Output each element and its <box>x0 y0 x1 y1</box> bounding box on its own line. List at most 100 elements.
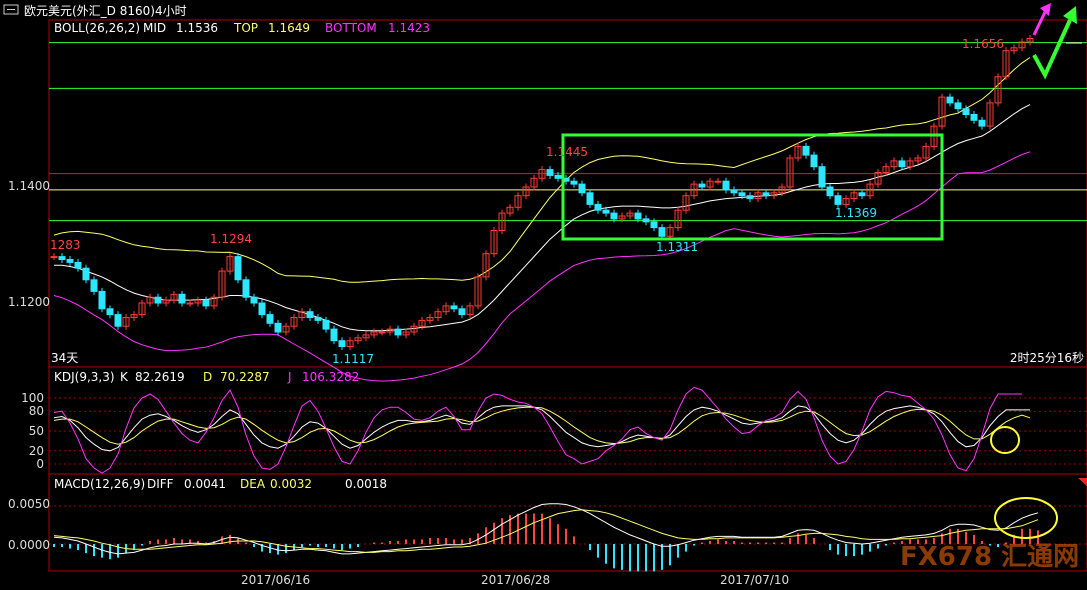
candle-body-56 <box>498 212 506 232</box>
kdj-y-tick-80: 80 <box>29 404 44 418</box>
candle-body-16 <box>178 293 186 304</box>
candle-body-95 <box>810 154 818 168</box>
candle-body-50 <box>450 305 458 310</box>
candle-body-4 <box>82 267 90 281</box>
boll-mid-path <box>54 104 1031 332</box>
candle-body-78 <box>674 209 682 229</box>
boll-top-label: TOP <box>233 21 258 35</box>
candle-body-104 <box>882 166 890 173</box>
macd-value: 0.0018 <box>345 477 387 491</box>
candle-body-83 <box>714 180 722 183</box>
kdj-d-line <box>53 406 1031 445</box>
candle-body-60 <box>530 177 538 188</box>
candle-body-30 <box>290 317 298 327</box>
candle-body-106 <box>898 160 906 168</box>
candle-body-66 <box>578 183 586 194</box>
candle-body-40 <box>370 331 378 336</box>
annotation-low-3: 1.1369 <box>835 206 877 220</box>
candle-body-121 <box>1018 41 1026 49</box>
candle-body-0 <box>50 256 58 259</box>
candle-body-87 <box>746 195 754 200</box>
candle-body-88 <box>754 192 762 200</box>
candle-body-109 <box>922 145 930 159</box>
candle-body-20 <box>210 296 218 307</box>
x-tick-2017-06-28: 2017/06/28 <box>481 573 550 587</box>
annotation-high-1: 1.1294 <box>210 232 252 246</box>
countdown-timer: 2时25分16秒 <box>1010 351 1084 365</box>
kdj-highlight-circle <box>990 426 1020 454</box>
annotation-low-2: 1.1311 <box>656 240 698 254</box>
candle-body-90 <box>770 192 778 197</box>
candle-body-6 <box>98 290 106 310</box>
main-panel-frame <box>48 19 1087 368</box>
macd-label: MACD(12,26,9) <box>54 477 145 491</box>
candle-body-15 <box>170 293 178 301</box>
kdj-y-tick-0: 0 <box>36 457 44 471</box>
candle-body-62 <box>546 169 554 176</box>
macd-panel-frame <box>48 473 1087 572</box>
candle-body-67 <box>586 192 594 205</box>
candle-body-92 <box>786 157 794 188</box>
candle-body-5 <box>90 279 98 292</box>
candle-body-65 <box>570 180 578 185</box>
candle-body-118 <box>994 76 1002 104</box>
candle-body-70 <box>610 212 618 220</box>
candle-body-61 <box>538 169 546 179</box>
candle-body-32 <box>306 311 314 319</box>
candle-body-77 <box>666 227 674 237</box>
candle-body-72 <box>626 212 634 217</box>
candle-body-63 <box>554 174 562 179</box>
kdj-lines <box>53 386 1031 474</box>
candle-body-89 <box>762 192 770 197</box>
candle-body-26 <box>258 302 266 316</box>
candle-body-22 <box>226 256 234 272</box>
candle-body-39 <box>362 334 370 339</box>
candle-body-80 <box>690 183 698 197</box>
candle-body-94 <box>802 145 810 156</box>
candle-body-91 <box>778 186 786 194</box>
candle-body-105 <box>890 160 898 168</box>
candle-body-2 <box>66 259 74 263</box>
candle-body-117 <box>986 102 994 127</box>
candle-body-44 <box>402 331 410 336</box>
candle-body-58 <box>514 195 522 208</box>
candle-body-34 <box>322 319 330 330</box>
candle-body-54 <box>482 253 490 278</box>
annotation-high-2: 1.1445 <box>546 145 588 159</box>
boll-label: BOLL(26,26,2) <box>54 21 140 35</box>
candle-body-115 <box>970 114 978 121</box>
kdj-y-tick-100: 100 <box>21 391 44 405</box>
window-title: 欧元美元(外汇_D 8160)4小时 <box>24 4 187 18</box>
macd-dea-value: 0.0032 <box>270 477 312 491</box>
horizontal-reference-lines <box>49 42 1087 222</box>
candle-body-99 <box>842 198 850 205</box>
candle-body-76 <box>658 227 666 237</box>
kdj-d-label: D <box>203 370 212 384</box>
candle-body-71 <box>618 215 626 220</box>
boll-bottom-value: 1.1423 <box>388 21 430 35</box>
kdj-y-tick-50: 50 <box>29 424 44 438</box>
candle-body-49 <box>442 305 450 313</box>
candle-body-7 <box>106 308 114 316</box>
boll-bottom-line <box>53 151 1031 382</box>
candle-body-47 <box>426 317 434 321</box>
candle-body-36 <box>338 340 346 348</box>
candle-body-73 <box>634 212 642 220</box>
window-menu-icon[interactable] <box>3 4 19 15</box>
candle-body-122 <box>1026 38 1034 43</box>
macd-highlight-circle <box>994 497 1058 539</box>
boll-top-path <box>53 57 1031 283</box>
candle-body-9 <box>122 317 130 327</box>
boll-mid-value: 1.1536 <box>176 21 218 35</box>
candle-body-68 <box>594 203 602 211</box>
candle-body-43 <box>394 328 402 336</box>
candle-body-82 <box>706 180 714 188</box>
period-label: 34天 <box>51 351 78 365</box>
candle-body-51 <box>458 308 466 316</box>
candle-body-27 <box>266 314 274 324</box>
candle-body-98 <box>834 195 842 205</box>
macd-dea-label: DEA <box>240 477 266 491</box>
candle-body-116 <box>978 119 986 127</box>
